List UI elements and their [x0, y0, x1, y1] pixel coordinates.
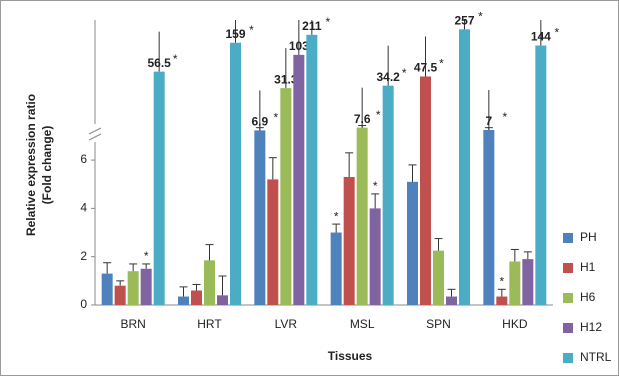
bar: [483, 129, 495, 305]
bar: [330, 232, 342, 305]
bar: [217, 295, 228, 305]
significance-mark: *: [376, 108, 381, 122]
legend-swatch: [563, 293, 573, 303]
y-tick-label: 4: [80, 201, 87, 215]
bar: [153, 71, 165, 305]
y-axis-title-line: Relative expression ratio: [24, 94, 38, 236]
bar: [459, 29, 470, 305]
y-axis-title-line: (Fold change): [40, 126, 54, 205]
bar: [101, 273, 113, 305]
bar: [420, 76, 431, 305]
bar: [433, 250, 444, 305]
legend-label: H6: [580, 290, 596, 304]
y-tick-label: 2: [80, 249, 87, 263]
x-axis-title: Tissues: [328, 349, 373, 363]
legend-label: H1: [580, 260, 596, 274]
significance-mark: *: [402, 66, 407, 80]
significance-mark: *: [554, 26, 559, 40]
legend-swatch: [563, 263, 573, 273]
significance-mark: *: [373, 179, 378, 193]
bar: [140, 268, 152, 305]
data-label: 257: [454, 13, 474, 27]
significance-mark: *: [173, 52, 178, 66]
bar: [369, 208, 381, 305]
bar: [535, 45, 547, 306]
significance-mark: *: [478, 9, 483, 23]
bar: [446, 296, 457, 305]
bar: [382, 85, 394, 305]
y-axis-title: Relative expression ratio (Fold change): [24, 94, 54, 236]
bar: [127, 271, 139, 305]
data-label: 144: [531, 30, 551, 44]
significance-mark: *: [273, 111, 278, 125]
data-label: 47.5: [414, 61, 438, 75]
bar: [191, 290, 202, 305]
bar: [204, 260, 215, 305]
data-label: 159: [225, 27, 245, 41]
data-label: 56.5: [147, 56, 171, 70]
bar: [293, 54, 305, 306]
significance-mark: *: [334, 209, 339, 223]
bar: [114, 285, 126, 305]
axis-break: [88, 127, 102, 135]
x-tick-label: LVR: [275, 317, 298, 331]
data-label: 34.2: [376, 70, 400, 84]
data-label: 31.3: [274, 72, 298, 86]
y-tick-label: 6: [80, 152, 87, 166]
bar: [496, 296, 508, 305]
bar: [306, 34, 318, 306]
x-tick-label: BRN: [120, 317, 145, 331]
bar: [343, 176, 355, 305]
bar: [254, 130, 266, 305]
legend-label: PH: [580, 230, 597, 244]
bar: [356, 127, 368, 305]
x-tick-label: HRT: [197, 317, 222, 331]
significance-mark: *: [502, 110, 507, 124]
bar: [522, 259, 534, 305]
x-tick-label: HKD: [502, 317, 528, 331]
y-tick-label: 0: [80, 297, 87, 311]
legend-label: H12: [580, 320, 602, 334]
bar: [509, 261, 521, 305]
significance-mark: *: [249, 23, 254, 37]
significance-mark: *: [325, 15, 330, 29]
x-tick-label: SPN: [426, 317, 451, 331]
bar: [267, 179, 279, 305]
bar: [178, 296, 189, 305]
significance-mark: *: [144, 249, 149, 263]
data-label: 6.9: [251, 115, 268, 129]
bar: [230, 42, 241, 305]
bar: [407, 181, 418, 305]
data-label: 211: [302, 19, 322, 33]
legend-swatch: [563, 353, 573, 363]
data-label: 103: [289, 39, 309, 53]
significance-mark: *: [439, 57, 444, 71]
data-label: 7: [485, 114, 492, 128]
axis-break: [88, 133, 102, 141]
legend-label: NTRL: [580, 350, 612, 364]
data-label: 7.6: [354, 112, 371, 126]
legend-swatch: [563, 323, 573, 333]
x-tick-label: MSL: [350, 317, 375, 331]
significance-mark: *: [499, 274, 504, 288]
bar: [280, 88, 292, 305]
legend-swatch: [563, 233, 573, 243]
